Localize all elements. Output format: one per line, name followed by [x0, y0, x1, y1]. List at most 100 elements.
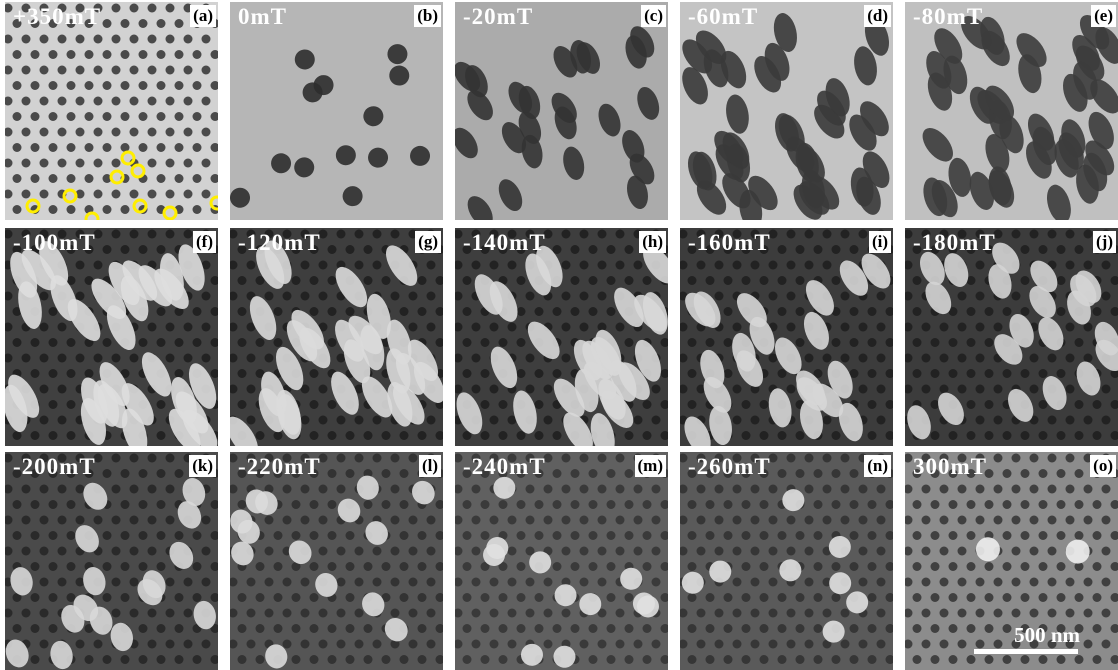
- lattice-dot: [120, 19, 130, 28]
- domain-blob: [342, 186, 363, 207]
- lattice-dot: [156, 431, 166, 440]
- lattice-dot: [921, 453, 931, 463]
- lattice-dot: [1083, 639, 1093, 649]
- lattice-dot: [1038, 369, 1048, 378]
- lattice-dot: [174, 531, 184, 540]
- lattice-dot: [984, 400, 994, 409]
- lattice-dot: [840, 453, 850, 463]
- lattice-dot: [455, 322, 463, 332]
- domain-blob: [994, 334, 1023, 365]
- lattice-dot: [831, 431, 841, 440]
- lattice-dot: [912, 369, 922, 378]
- domain-blob: [861, 253, 891, 289]
- lattice-dot: [1083, 484, 1093, 494]
- lattice-dot: [336, 453, 346, 463]
- lattice-dot: [912, 469, 922, 478]
- domain-blob: [99, 362, 130, 406]
- lattice-dot: [975, 415, 985, 425]
- lattice-dot: [579, 229, 589, 239]
- lattice-dot: [237, 624, 247, 633]
- lattice-dot: [939, 639, 949, 649]
- lattice-dot: [84, 276, 94, 285]
- lattice-dot: [435, 276, 443, 285]
- lattice-dot: [768, 515, 778, 525]
- lattice-dot: [318, 415, 328, 425]
- lattice-dot: [102, 531, 112, 540]
- lattice-dot: [516, 369, 526, 378]
- lattice-dot: [12, 205, 22, 214]
- lattice-dot: [230, 353, 238, 363]
- lattice-dot: [480, 562, 490, 571]
- lattice-dot: [309, 431, 319, 440]
- lattice-dot: [84, 112, 94, 121]
- lattice-dot: [795, 531, 805, 540]
- lattice-dot: [1029, 577, 1039, 587]
- lattice-dot: [336, 546, 346, 556]
- lattice-dot: [318, 453, 328, 463]
- lattice-dot: [750, 546, 760, 556]
- lattice-dot: [1074, 624, 1084, 633]
- lattice-dot: [390, 229, 400, 239]
- lattice-dot: [984, 624, 994, 633]
- lattice-dot: [561, 484, 571, 494]
- lattice-dot: [12, 593, 22, 602]
- lattice-dot: [399, 655, 409, 664]
- lattice-dot: [462, 469, 472, 478]
- lattice-dot: [1038, 624, 1048, 633]
- lattice-dot: [300, 639, 310, 649]
- lattice-dot: [111, 127, 121, 137]
- lattice-dot: [390, 515, 400, 525]
- lattice-dot: [525, 515, 535, 525]
- lattice-dot: [93, 639, 103, 649]
- lattice-dot: [30, 500, 40, 509]
- lattice-dot: [210, 500, 218, 509]
- lattice-dot: [480, 593, 490, 602]
- lattice-dot: [651, 384, 661, 394]
- lattice-dot: [741, 562, 751, 571]
- lattice-dot: [327, 500, 337, 509]
- lattice-dot: [795, 431, 805, 440]
- lattice-dot: [642, 276, 652, 285]
- domain-blob: [570, 40, 592, 74]
- lattice-dot: [39, 34, 49, 44]
- image-background: [5, 2, 218, 220]
- lattice-dot: [939, 546, 949, 556]
- lattice-dot: [455, 546, 463, 556]
- lattice-dot: [12, 431, 22, 440]
- domain-blob: [590, 413, 615, 446]
- lattice-dot: [507, 577, 517, 587]
- domain-blob: [969, 171, 995, 210]
- lattice-dot: [687, 276, 697, 285]
- lattice-dot: [291, 469, 301, 478]
- lattice-dot: [435, 593, 443, 602]
- lattice-dot: [489, 384, 499, 394]
- lattice-dot: [588, 655, 598, 664]
- lattice-dot: [5, 353, 13, 363]
- lattice-dot: [777, 531, 787, 540]
- lattice-dot: [1092, 655, 1102, 664]
- lattice-dot: [993, 384, 1003, 394]
- domain-blob: [1009, 313, 1034, 348]
- lattice-dot: [516, 562, 526, 571]
- lattice-dot: [948, 245, 958, 254]
- lattice-dot: [264, 515, 274, 525]
- lattice-dot: [696, 229, 706, 239]
- domain-blob: [805, 280, 834, 316]
- lattice-dot: [156, 174, 166, 183]
- lattice-dot: [309, 369, 319, 378]
- lattice-dot: [732, 229, 742, 239]
- lattice-dot: [741, 469, 751, 478]
- lattice-dot: [345, 624, 355, 633]
- lattice-dot: [786, 546, 796, 556]
- lattice-dot: [561, 515, 571, 525]
- lattice-dot: [543, 515, 553, 525]
- lattice-dot: [624, 469, 634, 478]
- lattice-dot: [905, 577, 913, 587]
- lattice-dot: [5, 65, 13, 75]
- lattice-dot: [111, 158, 121, 168]
- lattice-dot: [696, 260, 706, 270]
- lattice-dot: [93, 260, 103, 270]
- lattice-dot: [120, 245, 130, 254]
- lattice-dot: [381, 469, 391, 478]
- lattice-dot: [129, 3, 139, 13]
